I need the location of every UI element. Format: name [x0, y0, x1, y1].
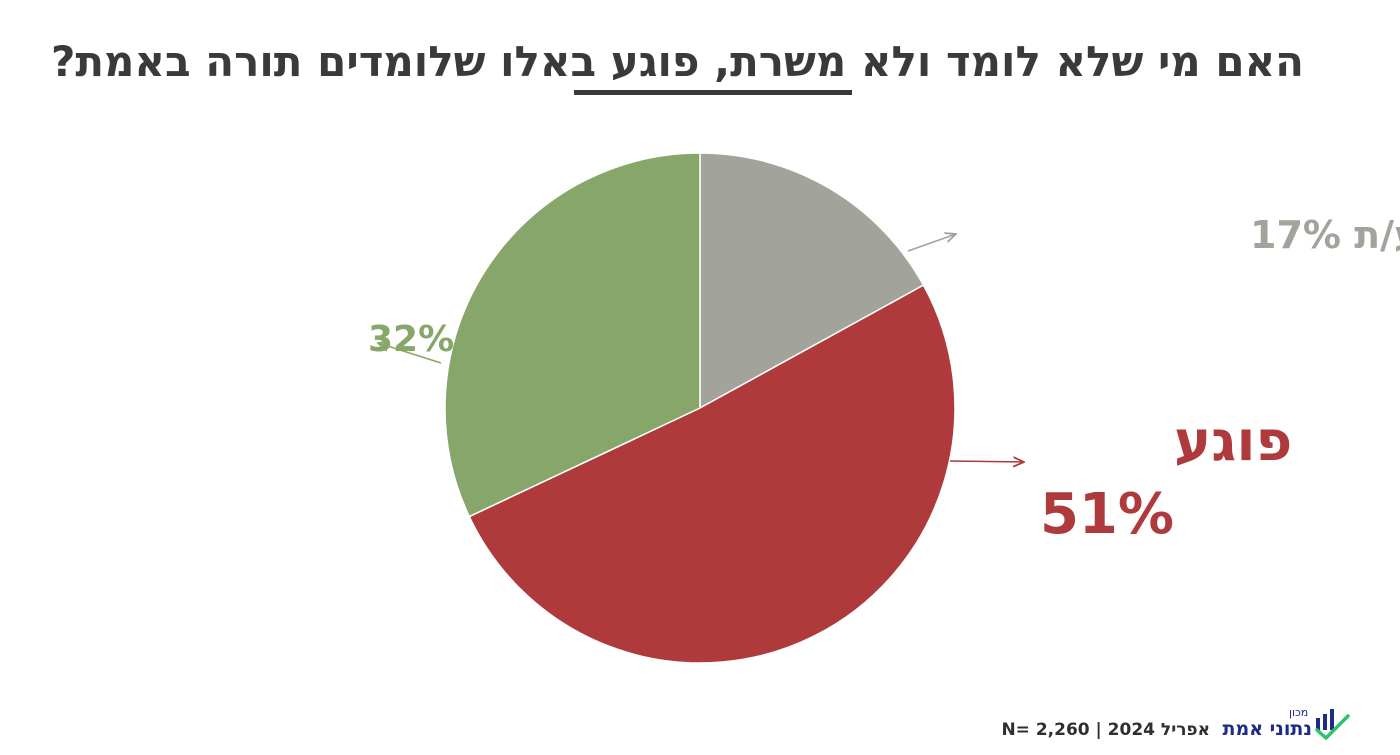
logo-chart-check-icon — [1315, 709, 1350, 740]
label-not-harm: לא פוגע 32% — [368, 319, 603, 360]
footer-date-sample: אפריל 2024 | N= 2,260 — [1001, 720, 1210, 740]
pie-slice-harms — [468, 284, 956, 664]
chart-title: האם מי שלא לומד ולא משרת, פוגע באלו שלומ… — [50, 37, 1304, 86]
label-harms-percent: 51% — [1040, 482, 1174, 547]
label-harms-name: פוגע — [1174, 409, 1292, 474]
leader-arrow-harms — [949, 461, 1024, 462]
logo-name-text: נתוני אמת — [1222, 718, 1313, 740]
pie-slice-dont-know — [699, 152, 925, 410]
logo-small-text: מכון — [1289, 706, 1309, 719]
pie-slice-not-harm — [444, 152, 701, 518]
title-underline — [574, 90, 852, 95]
label-dont-know: לא יודע/ת 17% — [1250, 213, 1400, 257]
leader-arrow-dont-know — [907, 234, 956, 252]
leader-arrow-not-harm — [378, 343, 442, 364]
